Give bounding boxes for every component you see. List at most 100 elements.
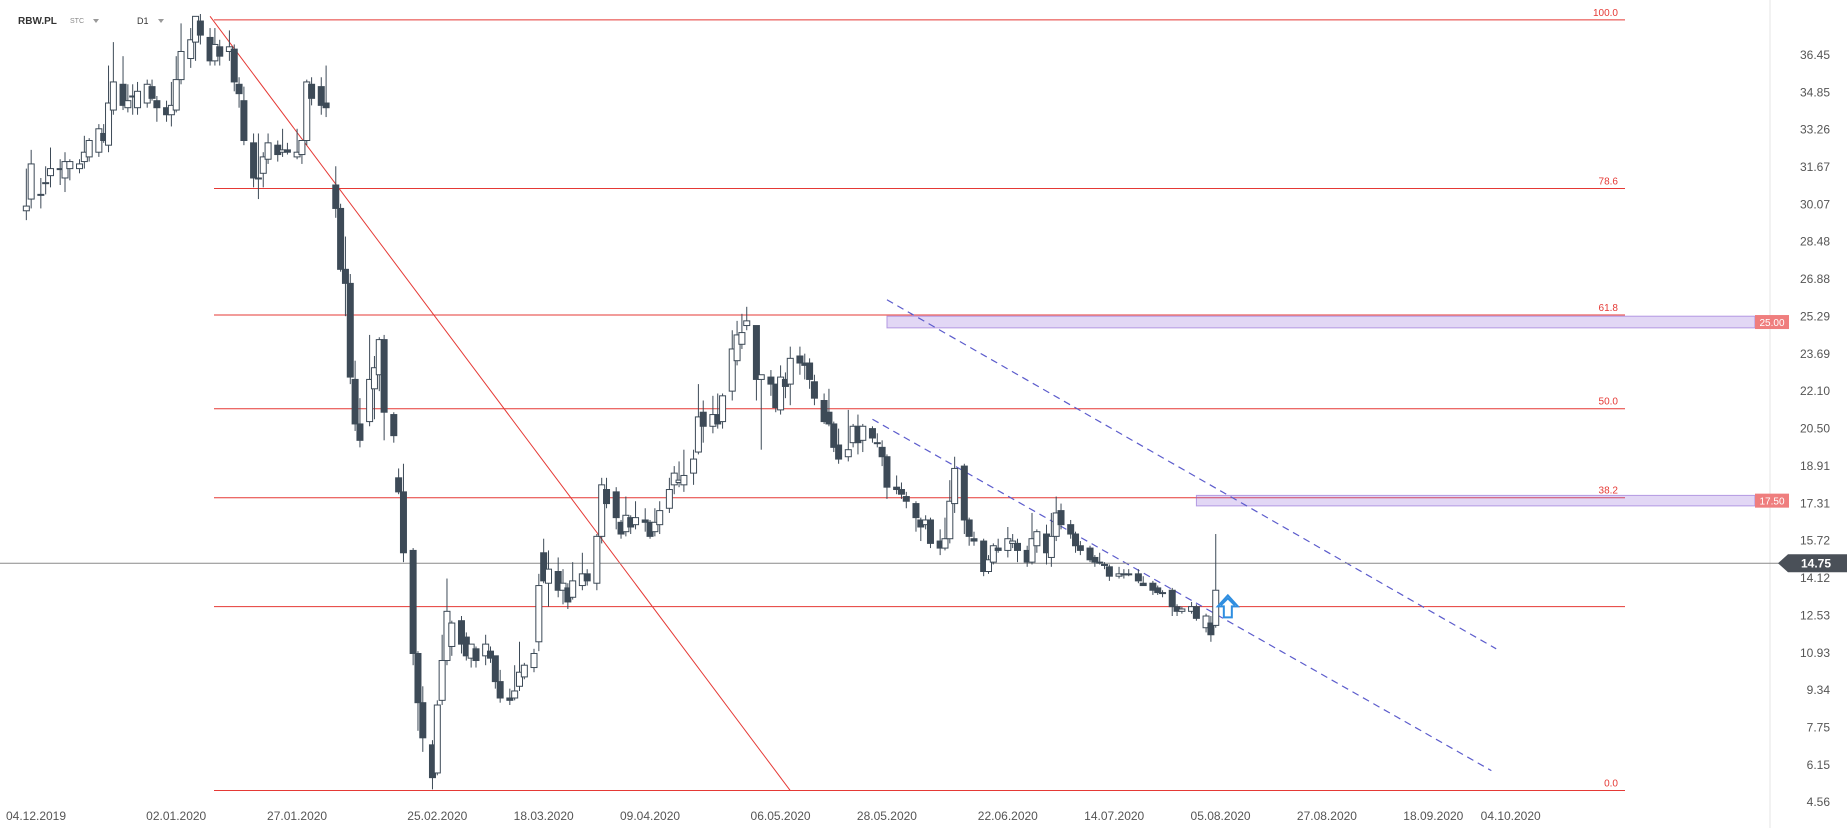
candle-bearish [893,486,901,491]
candle-bullish [632,517,640,526]
candle-bearish [148,86,156,99]
fib-level-label: 50.0 [1599,397,1619,408]
y-tick-label: 23.69 [1800,347,1830,361]
candle-bullish [303,81,311,141]
candle-bullish [61,161,69,179]
candle-bearish [399,491,407,554]
candle-bullish [569,580,577,598]
y-tick-label: 12.53 [1800,608,1830,622]
x-tick-label: 27.01.2020 [267,809,327,823]
candle-bullish [42,182,50,185]
candle-bullish [859,425,867,441]
candle-bearish [1086,547,1094,561]
candle-bullish [545,568,553,584]
candle-bullish [370,367,378,390]
y-tick-label: 26.88 [1800,272,1830,286]
timeframe-dropdown-icon[interactable] [158,19,164,23]
channel-line [872,418,1492,772]
candle-bearish [540,552,548,582]
candle-bearish [332,184,340,209]
candle-bullish [1202,615,1210,629]
candle-bullish [680,474,688,486]
x-tick-label: 25.02.2020 [407,809,467,823]
channel-line [886,299,1497,650]
candle-bullish [259,156,267,174]
candle-bearish [341,268,349,284]
candle-bearish [603,489,611,505]
zone-price-label: 25.00 [1759,318,1784,329]
candle-bullish [177,50,185,81]
candle-bearish [796,355,804,364]
candle-bearish [926,519,934,544]
candle-bearish [970,538,978,542]
candle-bullish [1028,538,1036,563]
candle-bullish [1004,538,1012,551]
candle-bullish [366,378,374,423]
candle-bullish [844,449,852,458]
x-tick-label: 05.08.2020 [1191,809,1251,823]
candle-bearish [235,83,243,95]
candle-bullish [448,622,456,647]
candle-bearish [825,411,833,425]
candle-bullish [719,395,727,423]
candle-bearish [641,519,649,523]
candle-bearish [1192,606,1200,619]
symbol-label[interactable]: RBW.PL [18,16,57,27]
candle-bearish [965,519,973,537]
current-price-label: 14.75 [1801,556,1831,570]
candle-bullish [1047,535,1055,558]
candle-bearish [902,496,910,502]
candle-bearish [322,102,330,109]
candle-bearish [414,652,422,704]
zone-price-label: 17.50 [1759,497,1784,508]
y-tick-label: 14.12 [1800,571,1830,585]
candle-bullish [786,357,794,385]
candle-bearish [1014,542,1022,551]
candle-bullish [777,376,785,411]
candle-bearish [912,503,920,519]
candle-bearish [216,46,224,57]
candle-bearish [457,620,465,645]
candle-bullish [66,161,74,170]
candle-bullish [941,538,949,549]
candle-bearish [820,400,828,423]
candle-bearish [960,465,968,521]
exchange-label[interactable]: STC [70,18,84,25]
fib-level-label: 38.2 [1599,486,1619,497]
candle-bearish [153,100,161,109]
y-tick-label: 36.45 [1800,48,1830,62]
candle-bearish [1134,573,1142,582]
candle-bearish [351,378,359,425]
x-tick-label: 04.10.2020 [1481,809,1541,823]
y-tick-label: 7.75 [1807,720,1831,734]
candle-bearish [283,149,291,153]
support-zone [886,315,1756,329]
fib-level-label: 0.0 [1604,779,1618,790]
candle-bearish [250,142,258,179]
candle-bearish [395,477,403,493]
candle-bullish [738,332,746,345]
candle-bullish [47,168,55,177]
candle-bearish [883,456,891,488]
exchange-dropdown-icon[interactable] [93,19,99,23]
candle-bullish [482,643,490,657]
x-tick-label: 22.06.2020 [978,809,1038,823]
candle-bullish [559,582,567,591]
candle-bearish [878,446,886,458]
candle-bearish [491,655,499,683]
candle-bearish [419,702,427,739]
candle-bearish [752,325,760,380]
candle-bullish [951,467,959,505]
y-tick-label: 20.50 [1800,422,1830,436]
candle-bullish [1096,561,1104,564]
candle-bullish [1212,589,1220,626]
candle-bearish [1154,587,1162,594]
candle-bearish [806,362,814,380]
candle-bearish [486,650,494,659]
candle-bearish [980,540,988,573]
candle-bearish [897,489,905,495]
candle-bearish [1139,582,1147,587]
timeframe-label[interactable]: D1 [137,16,149,26]
candle-bullish [254,177,262,180]
